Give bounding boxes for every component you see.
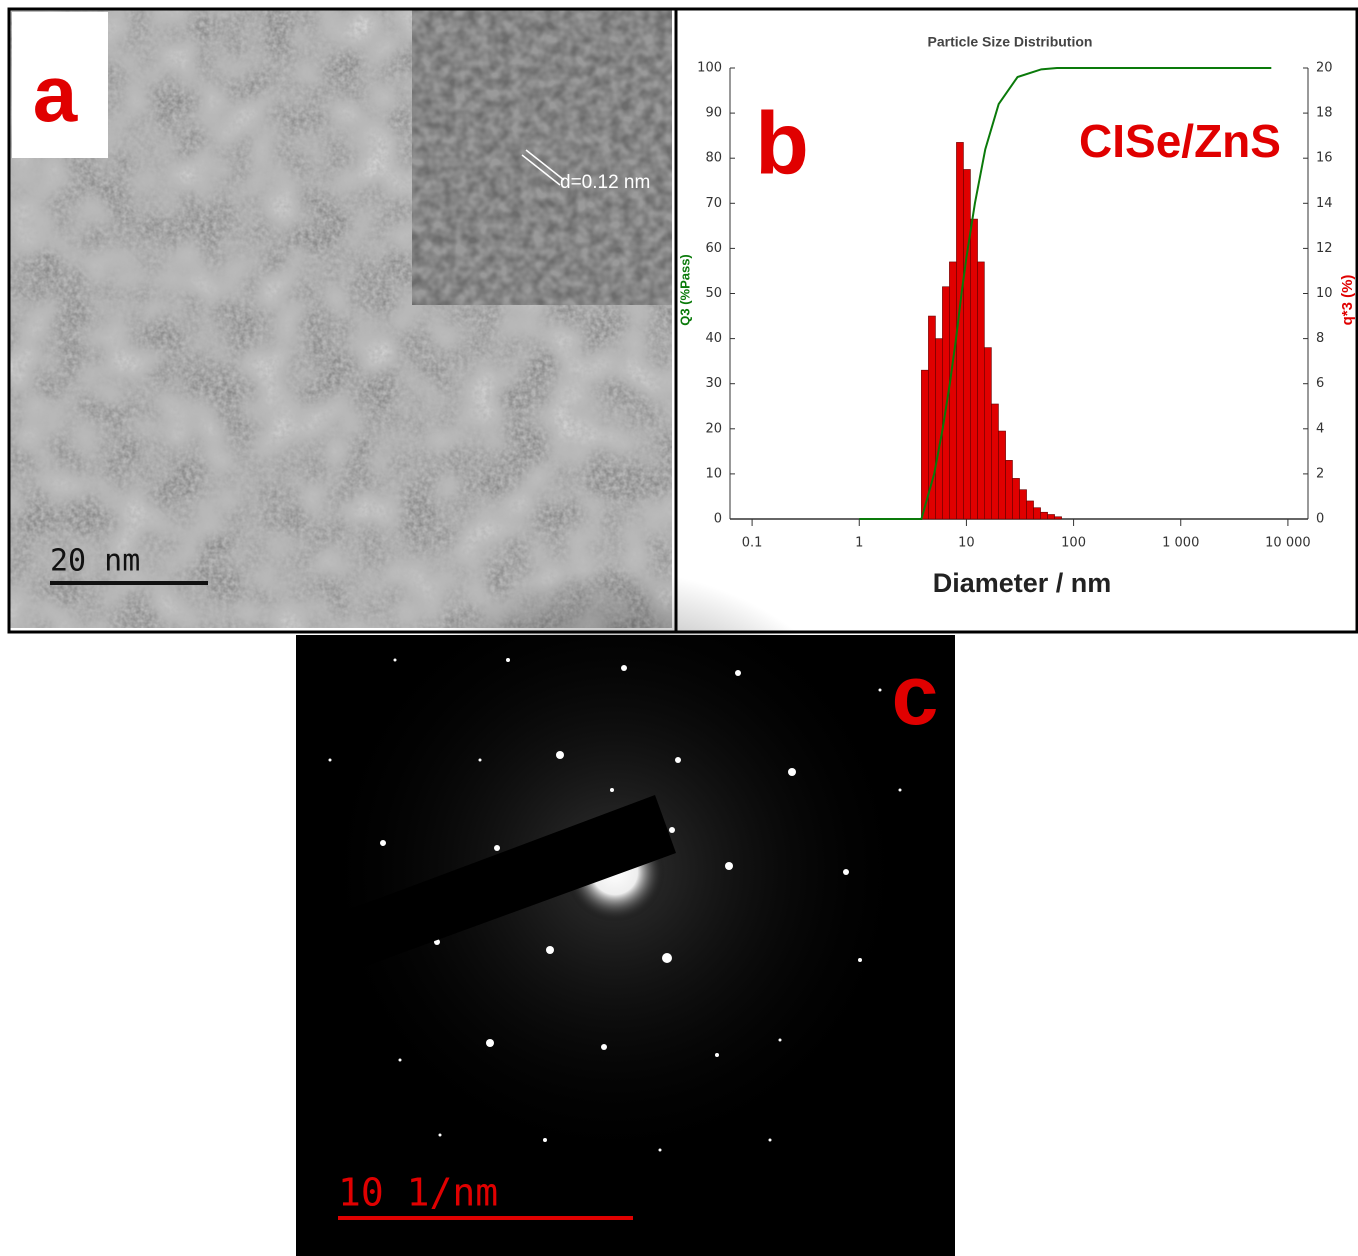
y-tick-label: 70 [705,196,722,211]
y2-axis-label: q*3 (%) [1339,275,1356,326]
y2-tick-label: 20 [1316,61,1333,76]
diffraction-spot [546,946,554,954]
panel-a: d=0.12 nm a 20 nm [10,10,672,628]
bar [1048,514,1055,519]
panel-label: c [892,648,939,742]
y-tick-label: 0 [714,512,722,527]
diffraction-spot [662,953,672,963]
diffraction-spot [494,845,500,851]
y-tick-label: 50 [705,286,722,301]
panel-c: c 10 1/nm [296,570,955,1256]
bar [1020,490,1027,519]
diffraction-spot [769,1139,772,1142]
y-tick-label: 10 [705,466,722,481]
scale-bar-label: 10 1/nm [338,1171,498,1215]
diffraction-spot [779,1039,782,1042]
y2-tick-label: 16 [1316,151,1333,166]
panel-label: a [33,49,78,138]
bar [1034,508,1041,519]
diffraction-spot [659,1149,662,1152]
x-tick-label: 0.1 [742,536,763,551]
x-tick-label: 100 [1061,536,1086,551]
diffraction-spot [506,658,510,662]
y2-tick-label: 10 [1316,286,1333,301]
bar [1006,460,1013,519]
bar [935,339,942,519]
y-tick-label: 100 [697,61,722,76]
y2-tick-label: 14 [1316,196,1333,211]
y-axis-label: Q3 (%Pass) [677,254,692,326]
bar [998,431,1005,519]
bar [1041,512,1048,519]
x-axis-label: Diameter / nm [933,568,1112,598]
diffraction-spot [486,1039,494,1047]
diffraction-spot [899,789,902,792]
y2-tick-label: 8 [1316,331,1324,346]
diffraction-spot [479,759,482,762]
inset-annotation: d=0.12 nm [560,172,650,193]
diffraction-spot [879,689,882,692]
y2-tick-label: 4 [1316,421,1324,436]
y2-tick-label: 0 [1316,512,1324,527]
diffraction-spot [610,788,614,792]
panel-label: b [755,93,809,192]
bar [970,219,977,519]
y2-tick-label: 2 [1316,466,1324,481]
x-tick-label: 1 000 [1162,536,1199,551]
diffraction-spot [556,751,564,759]
bar [949,262,956,519]
diffraction-spot [621,665,627,671]
diffraction-spot [675,757,681,763]
bar [1027,501,1034,519]
diffraction-spot [439,1134,442,1137]
diffraction-spot [725,862,733,870]
annotation: CISe/ZnS [1079,115,1281,167]
y-tick-label: 40 [705,331,722,346]
diffraction-spot [601,1044,607,1050]
y2-tick-label: 12 [1316,241,1333,256]
diffraction-spot [543,1138,547,1142]
diffraction-spot [715,1053,719,1057]
diffraction-spot [399,1059,402,1062]
y2-tick-label: 6 [1316,376,1324,391]
y-tick-label: 90 [705,106,722,121]
y2-tick-label: 18 [1316,106,1333,121]
y-tick-label: 30 [705,376,722,391]
y-tick-label: 60 [705,241,722,256]
bar [1012,478,1019,519]
bar [991,404,998,519]
chart-title: Particle Size Distribution [928,34,1093,50]
y-tick-label: 80 [705,151,722,166]
diffraction-spot [380,840,386,846]
inset-noise [412,10,672,305]
y-tick-label: 20 [705,421,722,436]
x-tick-label: 1 [855,536,863,551]
bar [1055,517,1062,519]
diffraction-spot [843,869,849,875]
diffraction-spot [394,659,397,662]
diffraction-spot [788,768,796,776]
scale-bar-label: 20 nm [50,544,140,579]
bar [978,262,985,519]
bar [963,169,970,519]
figure: d=0.12 nm a 20 nm Particle Size Distribu… [0,0,1358,1256]
diffraction-spot [669,827,675,833]
diffraction-spot [858,958,862,962]
diffraction-spot [735,670,741,676]
bar [984,348,991,519]
x-tick-label: 10 [958,536,975,551]
x-tick-label: 10 000 [1265,536,1311,551]
diffraction-spot [329,759,332,762]
